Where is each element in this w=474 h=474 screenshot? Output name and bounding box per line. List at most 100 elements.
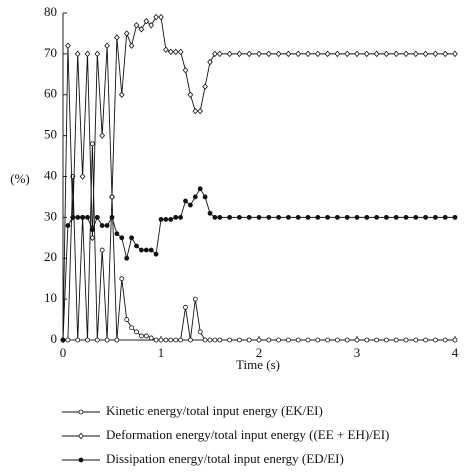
- data-point: [168, 337, 174, 343]
- legend-label: Kinetic energy/total input energy (EK/EI…: [106, 403, 323, 418]
- data-point: [182, 67, 189, 74]
- data-point: [202, 83, 208, 90]
- data-point: [374, 337, 380, 343]
- data-point: [89, 234, 96, 242]
- data-point: [85, 214, 90, 220]
- data-point: [315, 214, 321, 220]
- data-point: [216, 50, 223, 58]
- data-point: [266, 214, 272, 220]
- data-point: [148, 247, 154, 253]
- data-point: [295, 214, 301, 220]
- data-point: [183, 198, 188, 204]
- y-axis-label: (%): [10, 171, 30, 186]
- data-point: [109, 214, 115, 220]
- data-point: [173, 337, 179, 343]
- data-point: [65, 42, 71, 49]
- data-point: [163, 46, 169, 53]
- data-point: [236, 214, 242, 220]
- data-point: [94, 214, 100, 220]
- data-point: [187, 337, 193, 343]
- data-point: [163, 217, 169, 222]
- data-point: [79, 173, 86, 180]
- data-point: [432, 50, 439, 58]
- data-point: [227, 337, 233, 343]
- data-point: [80, 214, 85, 220]
- data-point: [75, 214, 81, 220]
- data-point: [432, 214, 438, 220]
- data-point: [256, 214, 262, 220]
- data-point: [432, 337, 438, 343]
- data-point: [354, 214, 360, 220]
- data-point: [246, 337, 252, 343]
- data-point: [383, 214, 389, 220]
- legend-label: Deformation energy/total input energy ((…: [106, 427, 389, 442]
- data-point: [138, 247, 144, 253]
- data-point: [118, 91, 125, 98]
- data-point: [442, 337, 448, 343]
- data-point: [85, 337, 90, 343]
- data-point: [158, 337, 164, 343]
- data-point: [138, 333, 144, 339]
- data-point: [168, 217, 174, 222]
- series-line: [63, 143, 455, 341]
- data-point: [452, 337, 458, 343]
- data-point: [94, 50, 101, 58]
- data-point: [167, 48, 174, 56]
- y-tick-label: 60: [44, 86, 57, 101]
- data-point: [74, 50, 81, 58]
- data-point: [134, 243, 139, 249]
- data-point: [148, 335, 154, 341]
- data-point: [403, 214, 409, 220]
- data-point: [276, 337, 282, 343]
- data-point: [183, 304, 188, 310]
- data-point: [124, 317, 130, 322]
- data-point: [148, 22, 155, 29]
- data-point: [295, 50, 302, 58]
- data-point: [109, 193, 115, 201]
- y-tick-label: 0: [51, 331, 58, 346]
- x-tick-label: 0: [60, 345, 67, 360]
- data-point: [84, 50, 91, 58]
- legend-marker: [78, 432, 84, 440]
- data-point: [75, 337, 81, 343]
- data-point: [65, 337, 71, 343]
- data-point: [104, 337, 110, 343]
- data-point: [325, 337, 331, 343]
- data-point: [119, 276, 125, 282]
- data-point: [158, 217, 164, 222]
- data-point: [442, 50, 449, 58]
- data-point: [452, 214, 458, 220]
- x-tick-label: 4: [452, 345, 459, 360]
- data-point: [197, 186, 203, 192]
- data-point: [197, 329, 203, 335]
- data-point: [178, 337, 184, 343]
- data-point: [129, 235, 135, 241]
- data-point: [114, 231, 120, 237]
- data-point: [173, 214, 179, 220]
- y-tick-label: 40: [44, 167, 57, 182]
- data-point: [236, 50, 243, 58]
- data-point: [413, 214, 419, 220]
- data-point: [212, 337, 218, 343]
- data-point: [94, 337, 100, 343]
- data-point: [187, 202, 193, 208]
- data-point: [334, 337, 340, 343]
- data-point: [452, 50, 458, 58]
- data-point: [285, 337, 291, 343]
- data-point: [305, 50, 311, 58]
- data-point: [90, 141, 95, 147]
- legend-label: Dissipation energy/total input energy (E…: [106, 451, 344, 466]
- data-point: [236, 337, 242, 343]
- data-point: [212, 50, 218, 58]
- data-point: [99, 223, 105, 228]
- data-point: [192, 107, 199, 115]
- data-point: [315, 337, 321, 343]
- data-point: [133, 22, 140, 29]
- data-point: [442, 214, 448, 220]
- data-point: [266, 337, 272, 343]
- data-point: [246, 214, 252, 220]
- data-point: [99, 132, 106, 139]
- data-point: [364, 337, 370, 343]
- data-point: [192, 194, 198, 200]
